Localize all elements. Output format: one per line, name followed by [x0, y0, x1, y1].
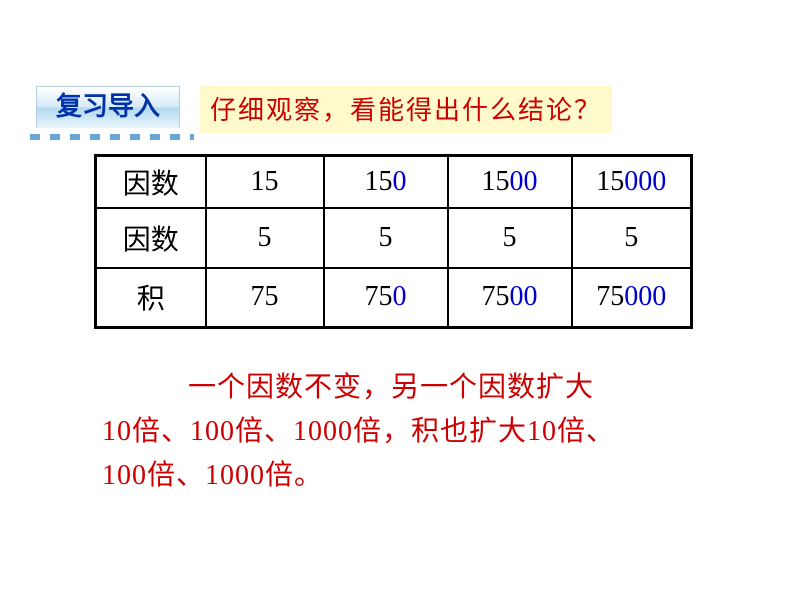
table-cell: 1500 [448, 156, 572, 208]
table-row: 因数 5 5 5 5 [96, 208, 692, 268]
table-cell: 150 [324, 156, 448, 208]
conclusion-line: 100倍、1000倍。 [102, 460, 323, 491]
conclusion-line: 一个因数不变，另一个因数扩大 [188, 372, 594, 403]
table-cell: 5 [448, 208, 572, 268]
table-cell: 5 [206, 208, 324, 268]
badge-underline [30, 134, 194, 140]
conclusion-line: 10倍、100倍、1000倍，积也扩大10倍、 [102, 416, 615, 447]
section-badge: 复习导入 [36, 86, 180, 128]
table-cell: 5 [572, 208, 692, 268]
table-row: 积 75 750 7500 75000 [96, 268, 692, 328]
table-cell: 750 [324, 268, 448, 328]
table-cell: 75000 [572, 268, 692, 328]
section-badge-label: 复习导入 [56, 92, 160, 121]
prompt-text: 仔细观察，看能得出什么结论？ [210, 96, 602, 125]
table-cell: 7500 [448, 268, 572, 328]
table-cell: 75 [206, 268, 324, 328]
table-cell: 5 [324, 208, 448, 268]
row-label: 因数 [96, 156, 206, 208]
table-cell: 15 [206, 156, 324, 208]
table-row: 因数 15 150 1500 15000 [96, 156, 692, 208]
prompt-box: 仔细观察，看能得出什么结论？ [200, 86, 612, 133]
conclusion-text: 一个因数不变，另一个因数扩大 10倍、100倍、1000倍，积也扩大10倍、 1… [102, 366, 712, 498]
factors-table: 因数 15 150 1500 15000 因数 5 5 5 5 积 75 750… [94, 154, 693, 329]
table-cell: 15000 [572, 156, 692, 208]
row-label: 积 [96, 268, 206, 328]
row-label: 因数 [96, 208, 206, 268]
